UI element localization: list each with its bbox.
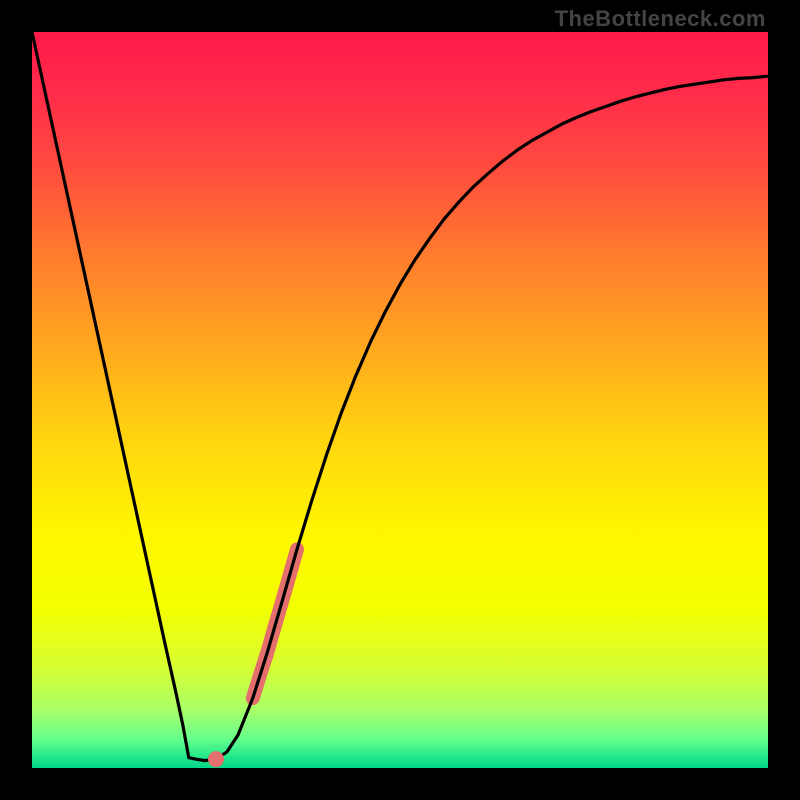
plot-background	[32, 32, 768, 768]
plot-svg	[32, 32, 768, 768]
chart-frame: TheBottleneck.com	[0, 0, 800, 800]
plot-area	[32, 32, 768, 768]
watermark-text: TheBottleneck.com	[555, 6, 766, 32]
highlight-dot	[208, 751, 224, 767]
